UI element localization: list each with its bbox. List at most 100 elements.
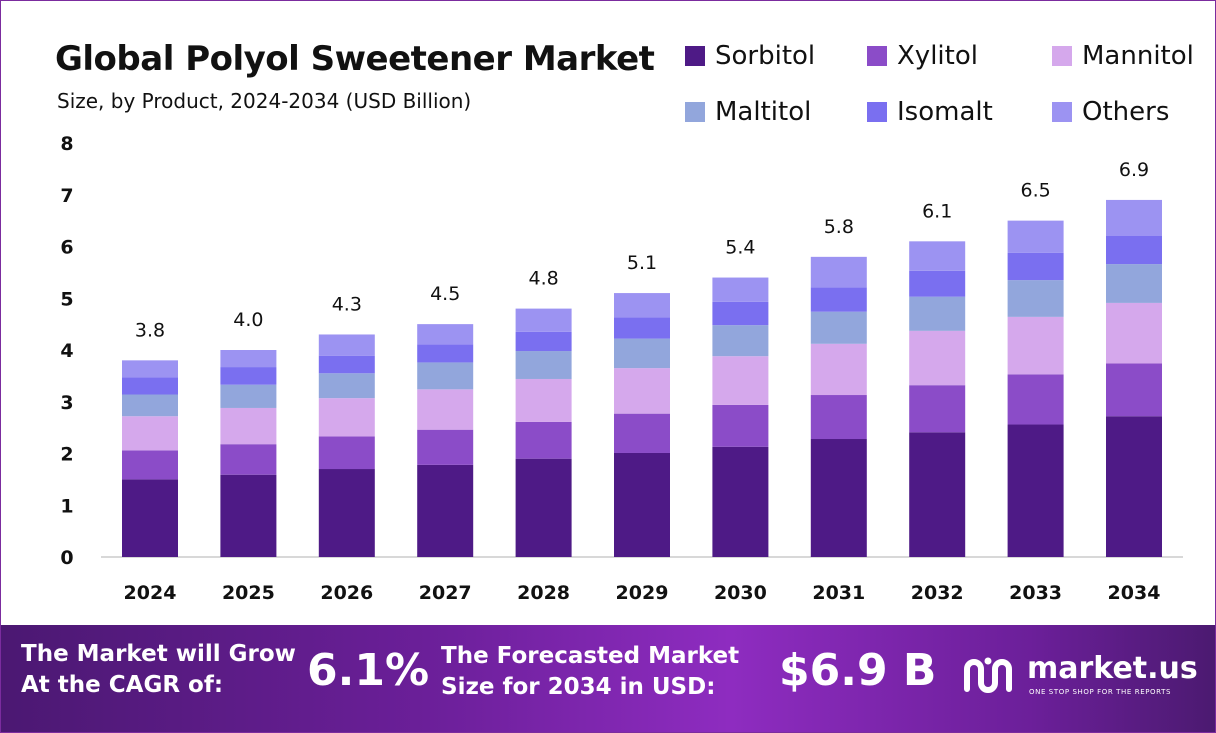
y-tick-label: 0 bbox=[60, 547, 73, 569]
x-tick-label-2024: 2024 bbox=[124, 582, 177, 604]
y-tick-label: 8 bbox=[60, 133, 73, 155]
cagr-caption-line2: At the CAGR of: bbox=[21, 672, 224, 698]
bar-segment-sorbitol-2025 bbox=[220, 474, 277, 557]
bar-segment-xylitol-2032 bbox=[909, 385, 966, 433]
x-tick-label-2030: 2030 bbox=[714, 582, 767, 604]
footer-banner: The Market will Grow At the CAGR of: 6.1… bbox=[1, 625, 1215, 732]
bar-segment-others-2024 bbox=[122, 360, 178, 378]
bar-segment-others-2031 bbox=[810, 256, 867, 288]
bar-segment-sorbitol-2032 bbox=[909, 432, 966, 557]
bar-segment-sorbitol-2034 bbox=[1106, 416, 1162, 557]
cagr-value: 6.1% bbox=[307, 645, 430, 696]
bar-segment-xylitol-2026 bbox=[318, 436, 375, 470]
bar-total-label-2034: 6.9 bbox=[1119, 159, 1149, 181]
chart-subtitle: Size, by Product, 2024-2034 (USD Billion… bbox=[57, 89, 472, 113]
bar-segment-mannitol-2033 bbox=[1007, 316, 1064, 375]
bar-total-label-2032: 6.1 bbox=[922, 200, 952, 222]
bar-segment-mannitol-2025 bbox=[220, 407, 277, 445]
bar-segment-maltitol-2026 bbox=[318, 373, 375, 399]
bar-segment-isomalt-2030 bbox=[712, 301, 769, 326]
bar-segment-isomalt-2024 bbox=[122, 377, 178, 395]
y-tick-label: 5 bbox=[60, 288, 73, 310]
x-tick-label-2034: 2034 bbox=[1108, 582, 1161, 604]
legend-swatch-sorbitol bbox=[685, 46, 705, 66]
bar-segment-others-2033 bbox=[1007, 220, 1064, 253]
bar-segment-xylitol-2033 bbox=[1007, 374, 1064, 425]
bar-segment-maltitol-2031 bbox=[810, 311, 867, 344]
y-tick-label: 7 bbox=[60, 185, 73, 207]
bar-segment-sorbitol-2033 bbox=[1007, 424, 1064, 557]
bar-segment-isomalt-2026 bbox=[318, 355, 375, 374]
x-tick-label-2031: 2031 bbox=[812, 582, 865, 604]
bar-segment-xylitol-2030 bbox=[712, 404, 769, 447]
brand-tagline: ONE STOP SHOP FOR THE REPORTS bbox=[1029, 688, 1172, 696]
bar-segment-isomalt-2029 bbox=[614, 317, 670, 339]
bar-segment-mannitol-2026 bbox=[318, 398, 375, 437]
bar-segment-others-2028 bbox=[515, 308, 572, 332]
legend-item-others: Others bbox=[1052, 97, 1169, 127]
market-us-logo-icon bbox=[964, 657, 1012, 693]
legend-swatch-maltitol bbox=[685, 102, 705, 122]
legend-swatch-mannitol bbox=[1052, 46, 1072, 66]
bar-segment-mannitol-2030 bbox=[712, 356, 769, 405]
bar-segment-isomalt-2028 bbox=[515, 331, 572, 352]
bar-total-label-2033: 6.5 bbox=[1020, 180, 1050, 202]
legend-swatch-xylitol bbox=[867, 46, 887, 66]
bar-segment-others-2032 bbox=[909, 241, 966, 271]
bar-total-label-2026: 4.3 bbox=[332, 293, 362, 315]
legend-label-mannitol: Mannitol bbox=[1082, 41, 1194, 71]
brand-name: market.us bbox=[1027, 651, 1198, 686]
bar-segment-others-2026 bbox=[318, 334, 375, 356]
legend-swatch-isomalt bbox=[867, 102, 887, 122]
bar-segment-others-2025 bbox=[220, 350, 277, 368]
bar-segment-sorbitol-2024 bbox=[122, 479, 178, 557]
bar-segment-mannitol-2029 bbox=[614, 368, 670, 414]
x-tick-label-2029: 2029 bbox=[616, 582, 669, 604]
bar-segment-mannitol-2031 bbox=[810, 343, 867, 396]
bar-segment-xylitol-2028 bbox=[515, 421, 572, 459]
bar-segment-isomalt-2034 bbox=[1106, 235, 1162, 265]
chart-title: Global Polyol Sweetener Market bbox=[55, 39, 655, 79]
y-tick-label: 4 bbox=[60, 340, 73, 362]
bar-segment-maltitol-2024 bbox=[122, 394, 178, 417]
x-tick-label-2032: 2032 bbox=[911, 582, 964, 604]
legend-item-sorbitol: Sorbitol bbox=[685, 41, 815, 71]
bar-total-label-2027: 4.5 bbox=[430, 283, 460, 305]
cagr-caption-line1: The Market will Grow bbox=[21, 641, 296, 667]
legend-swatch-others bbox=[1052, 102, 1072, 122]
x-tick-label-2027: 2027 bbox=[419, 582, 472, 604]
bar-segment-mannitol-2028 bbox=[515, 378, 572, 422]
bar-segment-others-2027 bbox=[417, 324, 474, 345]
forecast-caption-line2: Size for 2034 in USD: bbox=[441, 674, 716, 700]
legend-label-sorbitol: Sorbitol bbox=[715, 41, 816, 71]
forecast-caption: The Forecasted Market Size for 2034 in U… bbox=[441, 641, 739, 703]
legend-label-xylitol: Xylitol bbox=[897, 41, 978, 71]
bar-segment-maltitol-2034 bbox=[1106, 264, 1162, 303]
bar-segment-maltitol-2029 bbox=[614, 338, 670, 369]
y-tick-label: 3 bbox=[60, 392, 73, 414]
bar-total-label-2028: 4.8 bbox=[528, 268, 558, 290]
bar-segment-others-2034 bbox=[1106, 199, 1162, 236]
legend-label-maltitol: Maltitol bbox=[715, 97, 812, 127]
bar-segment-sorbitol-2027 bbox=[417, 464, 474, 557]
bar-segment-sorbitol-2030 bbox=[712, 446, 769, 557]
bar-segment-xylitol-2029 bbox=[614, 413, 670, 453]
x-tick-label-2028: 2028 bbox=[517, 582, 570, 604]
y-tick-label: 6 bbox=[60, 237, 73, 259]
bar-segment-sorbitol-2028 bbox=[515, 458, 572, 557]
bar-segment-mannitol-2027 bbox=[417, 389, 474, 430]
x-tick-label-2025: 2025 bbox=[222, 582, 275, 604]
bar-segment-sorbitol-2031 bbox=[810, 439, 867, 557]
forecast-caption-line1: The Forecasted Market bbox=[441, 643, 740, 669]
legend-label-others: Others bbox=[1082, 97, 1170, 127]
bar-segment-maltitol-2027 bbox=[417, 362, 474, 390]
bar-total-label-2029: 5.1 bbox=[627, 252, 657, 274]
bar-segment-maltitol-2030 bbox=[712, 325, 769, 357]
bar-segment-isomalt-2031 bbox=[810, 287, 867, 312]
bar-segment-others-2029 bbox=[614, 293, 670, 318]
legend-item-mannitol: Mannitol bbox=[1052, 41, 1194, 71]
bar-segment-maltitol-2033 bbox=[1007, 280, 1064, 317]
bar-segment-isomalt-2027 bbox=[417, 344, 474, 363]
bar-segment-mannitol-2032 bbox=[909, 330, 966, 386]
